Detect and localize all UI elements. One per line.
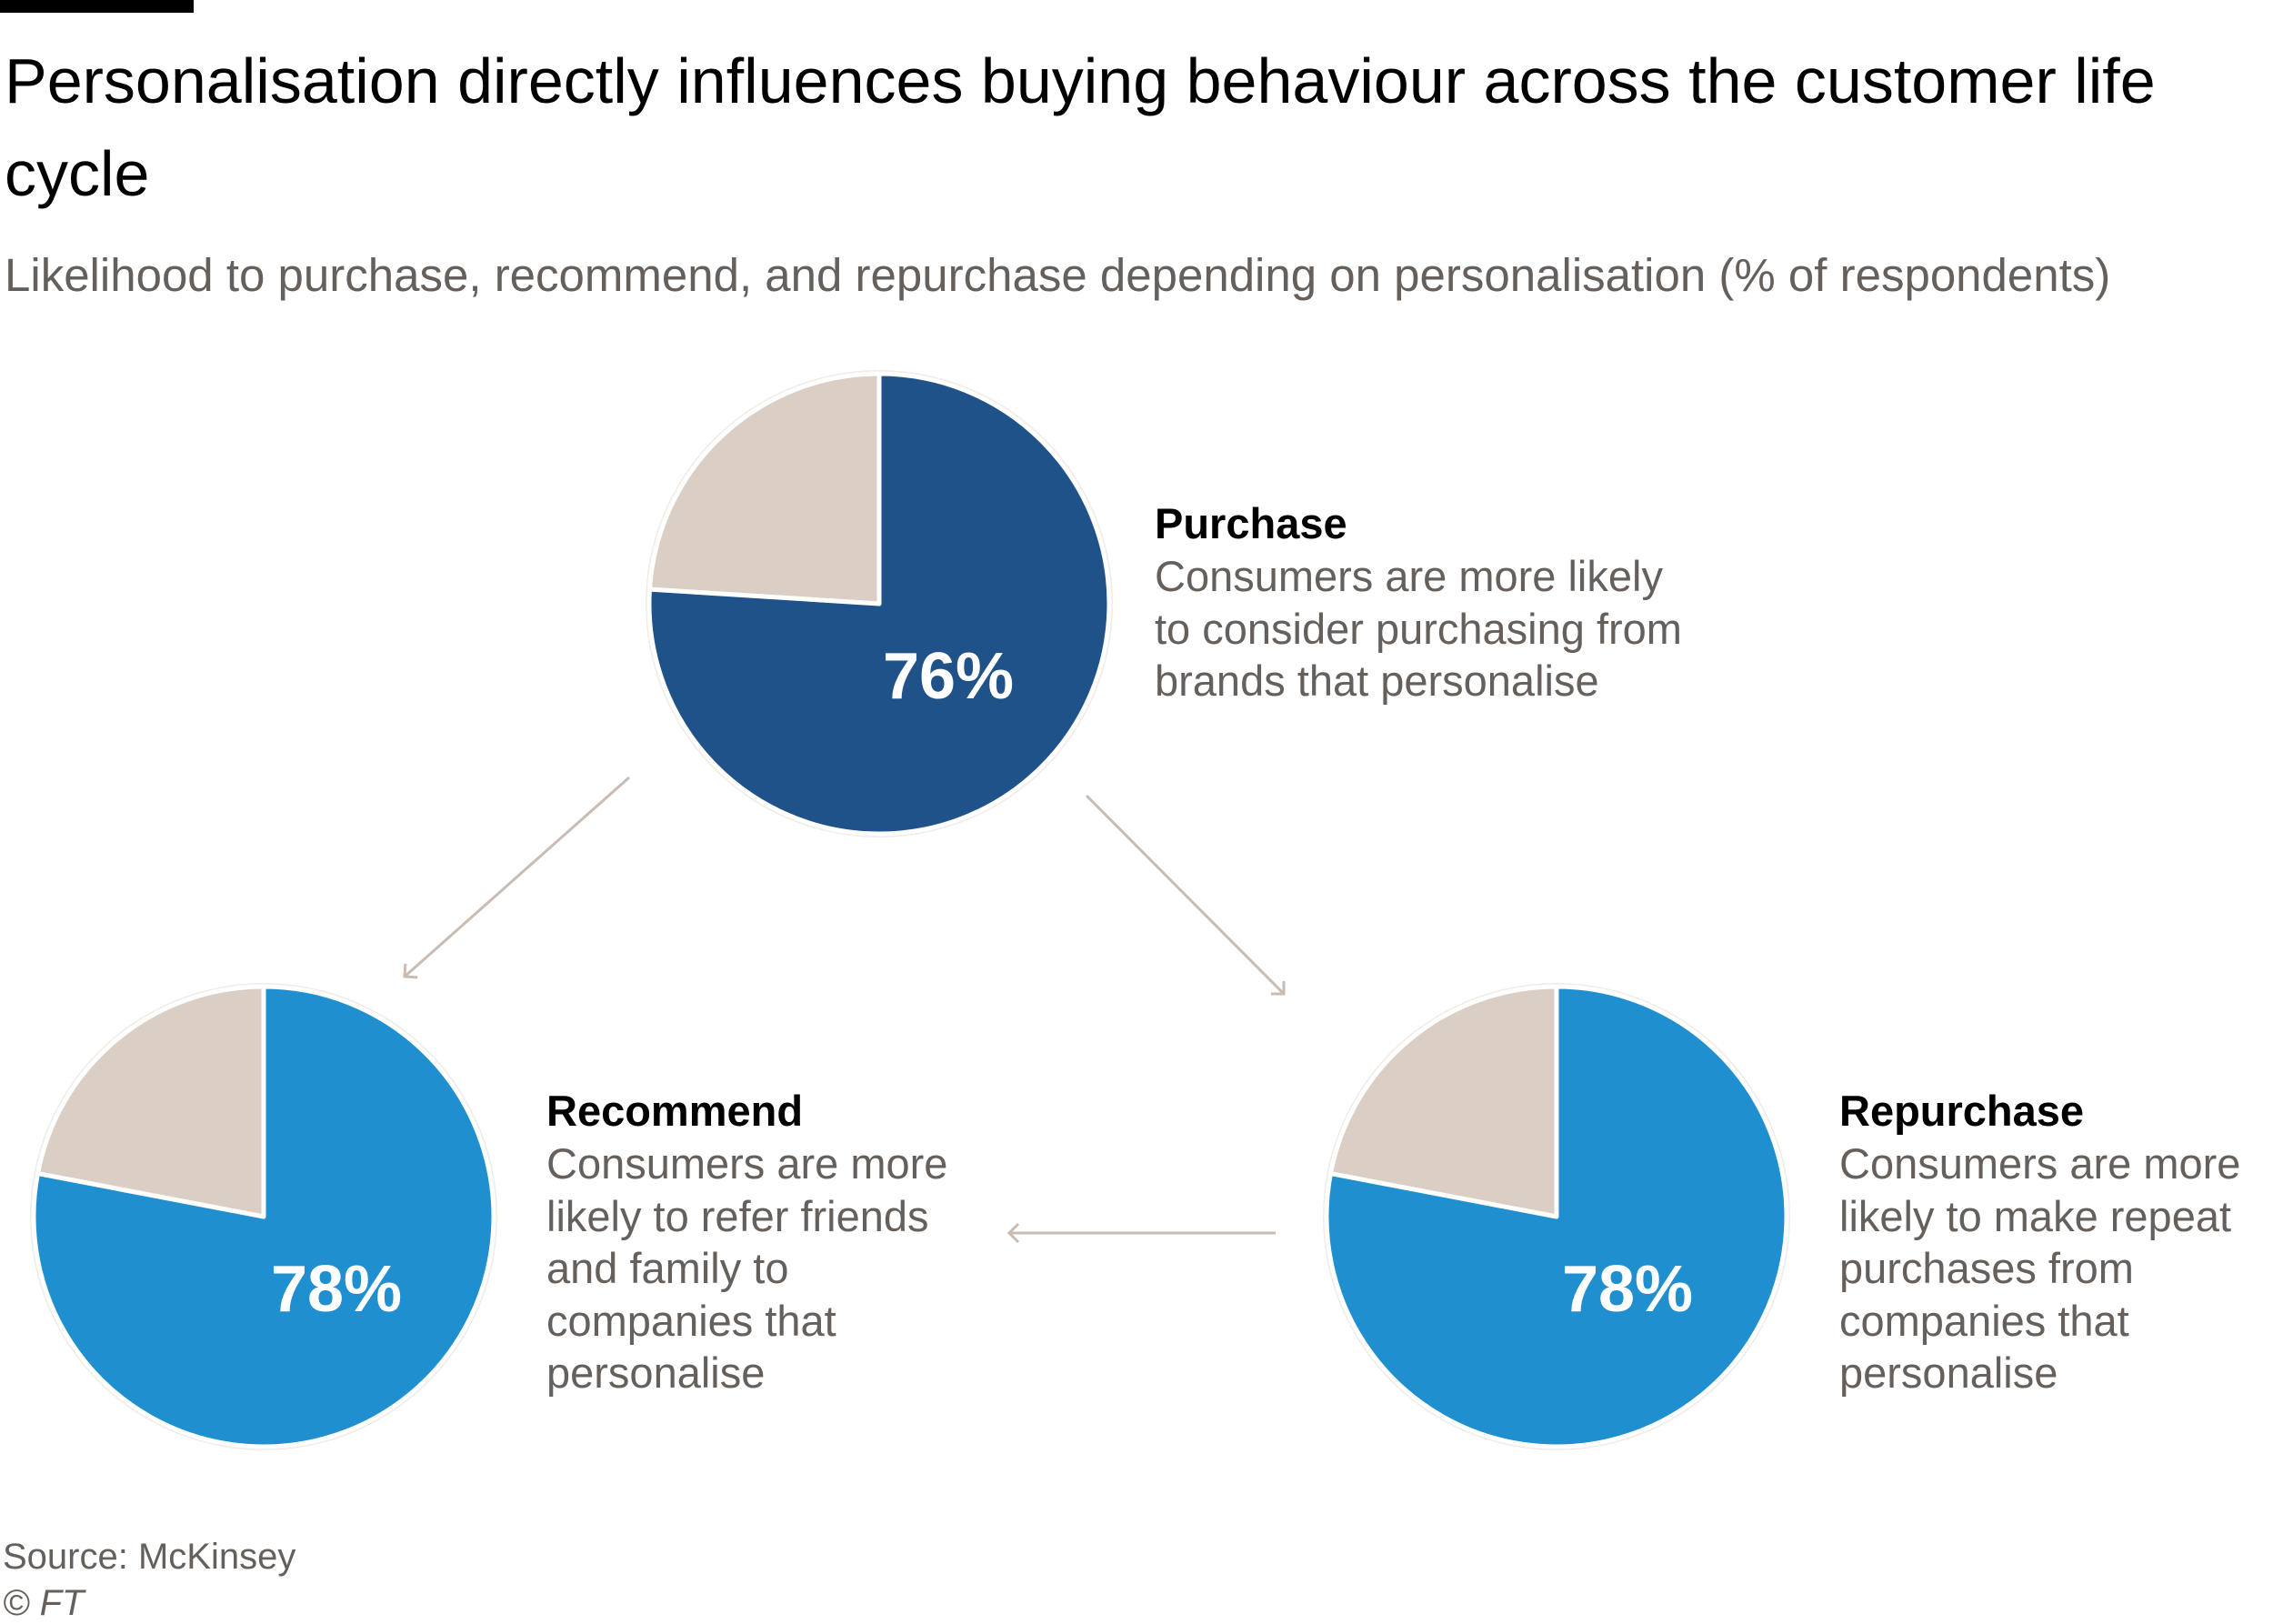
copyright-note: © FT	[3, 1583, 85, 1623]
pie-repurchase-slice-remainder	[1327, 984, 1559, 1219]
chart-title: Personalisation directly influences buyi…	[5, 45, 2156, 209]
caption-purchase-text: Consumers are more likely to consider pu…	[1155, 552, 1682, 705]
pie-repurchase: 78%	[1323, 983, 1790, 1450]
pie-repurchase-value-label: 78%	[1562, 1253, 1693, 1326]
caption-recommend: Recommend Consumers are more likely to r…	[546, 1085, 1201, 1399]
pie-recommend-slice-remainder	[35, 984, 266, 1219]
source-note: Source: McKinsey	[3, 1537, 296, 1577]
pie-repurchase-slice-value	[1324, 984, 1789, 1449]
pie-purchase-slice-value	[646, 371, 1112, 837]
pie-purchase: 76%	[646, 370, 1113, 837]
pie-purchase-slice-remainder	[647, 371, 882, 606]
pie-recommend-slice-value	[31, 984, 496, 1449]
arrow-purchase-to-repurchase	[1085, 794, 1286, 996]
caption-purchase: Purchase Consumers are more likely to co…	[1155, 497, 1809, 707]
chart-subtitle: Likelihood to purchase, recommend, and r…	[5, 249, 2111, 301]
caption-recommend-text: Consumers are more likely to refer frien…	[546, 1139, 948, 1397]
caption-repurchase-text: Consumers are more likely to make repeat…	[1839, 1139, 2241, 1397]
pie-purchase-value-label: 76%	[883, 640, 1014, 713]
pie-recommend: 78%	[30, 983, 497, 1450]
caption-recommend-heading: Recommend	[546, 1087, 804, 1135]
caption-repurchase-heading: Repurchase	[1839, 1087, 2085, 1135]
caption-purchase-heading: Purchase	[1155, 499, 1347, 547]
top-accent-bar	[0, 0, 194, 13]
caption-repurchase: Repurchase Consumers are more likely to …	[1839, 1085, 2273, 1399]
pie-recommend-value-label: 78%	[271, 1253, 402, 1326]
arrow-purchase-to-recommend	[403, 776, 630, 979]
